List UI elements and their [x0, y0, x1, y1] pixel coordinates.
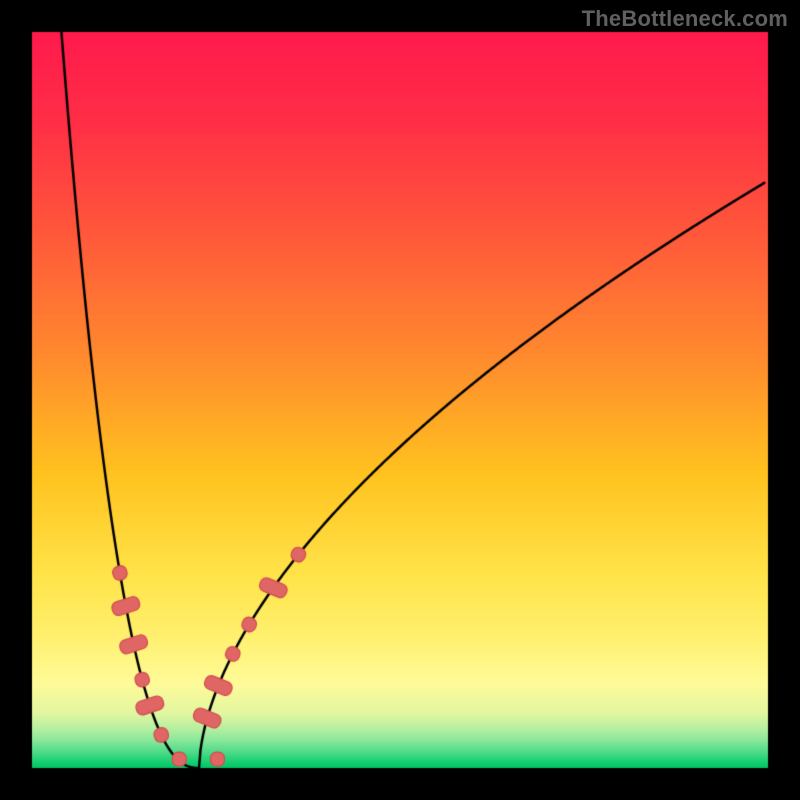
watermark-text: TheBottleneck.com — [582, 6, 788, 32]
bottleneck-curve-chart — [0, 0, 800, 800]
chart-stage: TheBottleneck.com — [0, 0, 800, 800]
